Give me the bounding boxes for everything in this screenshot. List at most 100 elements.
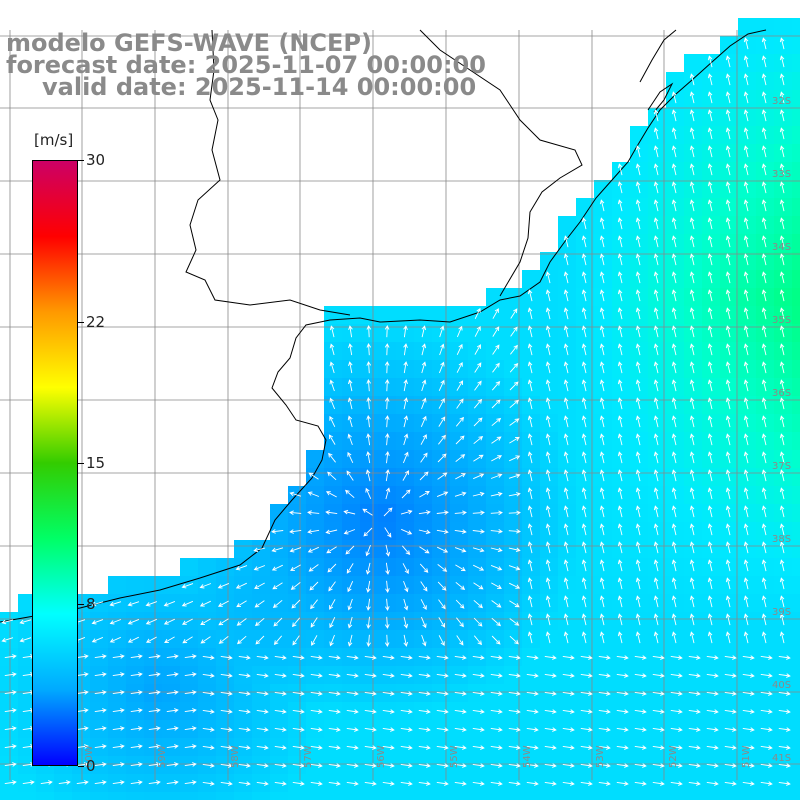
wind-arrow (760, 655, 773, 660)
wind-arrow (562, 727, 575, 732)
wind-arrow (112, 780, 125, 785)
wind-arrow (384, 343, 390, 356)
wind-arrow (544, 709, 557, 714)
wind-arrow (166, 762, 179, 767)
wind-speed-cell (648, 792, 666, 800)
wind-arrow (490, 745, 503, 750)
wind-arrow (599, 451, 605, 464)
wind-arrow (635, 487, 641, 500)
wind-arrow (761, 541, 767, 554)
wind-arrow (725, 127, 731, 140)
wind-arrow (635, 505, 641, 518)
wind-arrow (635, 397, 641, 410)
wind-arrow (581, 595, 587, 608)
wind-arrow (707, 469, 713, 482)
wind-arrow (94, 672, 107, 677)
forecast-date: forecast date: 2025-11-07 00:00:00 (6, 51, 486, 79)
wind-arrow (474, 307, 481, 319)
colorbar-tick (78, 160, 84, 161)
wind-arrow (689, 541, 695, 554)
wind-arrow (94, 654, 107, 659)
wind-arrow (329, 379, 335, 392)
wind-arrow (634, 655, 647, 660)
wind-arrow (760, 781, 773, 786)
wind-speed-cell (792, 738, 800, 756)
wind-arrow (366, 343, 372, 356)
wind-arrow (112, 744, 125, 749)
wind-arrow (437, 453, 447, 463)
wind-speed-cell (378, 306, 396, 324)
wind-arrow (527, 379, 533, 392)
wind-arrow (707, 307, 713, 320)
wind-speed-cell (792, 540, 800, 558)
colorbar-tick-label: 0 (86, 757, 96, 775)
wind-arrow (366, 379, 371, 392)
wind-arrow (563, 235, 569, 248)
wind-speed-cell (792, 324, 800, 342)
wind-arrow (761, 253, 767, 266)
wind-arrow (598, 655, 611, 660)
wind-arrow (366, 616, 371, 629)
wind-speed-cell (792, 126, 800, 144)
wind-arrow (563, 577, 569, 590)
wind-arrow (403, 634, 409, 647)
longitude-labels: 60W 59W 58W 57W 56W 55W 54W 53W 52W 51W (84, 745, 752, 768)
wind-arrow (653, 541, 659, 554)
wind-arrow (671, 505, 677, 518)
wind-arrow (325, 529, 338, 535)
wind-arrow (472, 727, 485, 732)
wind-arrow (634, 727, 647, 732)
wind-arrow (581, 577, 587, 590)
wind-arrow (563, 505, 569, 518)
wind-arrow (454, 727, 467, 732)
wind-arrow (634, 745, 647, 750)
wind-arrow (364, 727, 377, 732)
wind-arrow (742, 745, 755, 750)
wind-arrow (779, 217, 785, 230)
wind-arrow (329, 634, 335, 647)
wind-speed-cell (792, 108, 800, 126)
wind-arrow (779, 271, 785, 284)
wind-arrow (707, 379, 713, 392)
wind-speed-cell (558, 792, 576, 800)
wind-arrow (400, 709, 413, 714)
model-title: modelo GEFS-WAVE (NCEP) (6, 29, 372, 57)
wind-arrow (779, 631, 785, 644)
wind-arrow (671, 307, 677, 320)
wind-arrow (455, 454, 466, 462)
wind-arrow (418, 781, 431, 786)
wind-arrow (328, 673, 341, 678)
wind-arrow (366, 361, 372, 374)
wind-arrow (454, 781, 467, 786)
wind-arrow (725, 55, 731, 68)
wind-arrow (385, 562, 390, 575)
wind-arrow (385, 580, 390, 593)
wind-arrow (635, 523, 641, 536)
wind-arrow (328, 763, 341, 768)
wind-arrow (653, 559, 659, 572)
wind-arrow (743, 181, 749, 194)
wind-arrow (725, 73, 731, 86)
wind-arrow (778, 709, 791, 714)
wind-arrow (635, 361, 641, 374)
wind-arrow (127, 636, 139, 643)
wind-arrow (563, 397, 569, 410)
wind-arrow (617, 487, 623, 500)
wind-arrow (671, 253, 677, 266)
wind-arrow (199, 600, 211, 607)
wind-arrow (382, 745, 395, 750)
wind-speed-cell (432, 792, 450, 800)
wind-speed-cell (792, 702, 800, 720)
wind-arrow (346, 781, 359, 786)
wind-arrow (599, 253, 605, 266)
wind-arrow (382, 673, 395, 678)
wind-arrow (420, 434, 427, 445)
wind-arrow (743, 307, 749, 320)
wind-arrow (581, 613, 587, 626)
wind-arrow (671, 289, 677, 302)
wind-arrow (472, 763, 485, 768)
wind-arrow (403, 415, 409, 428)
wind-arrow (581, 325, 587, 338)
wind-arrow (761, 559, 767, 572)
wind-arrow (562, 781, 575, 786)
